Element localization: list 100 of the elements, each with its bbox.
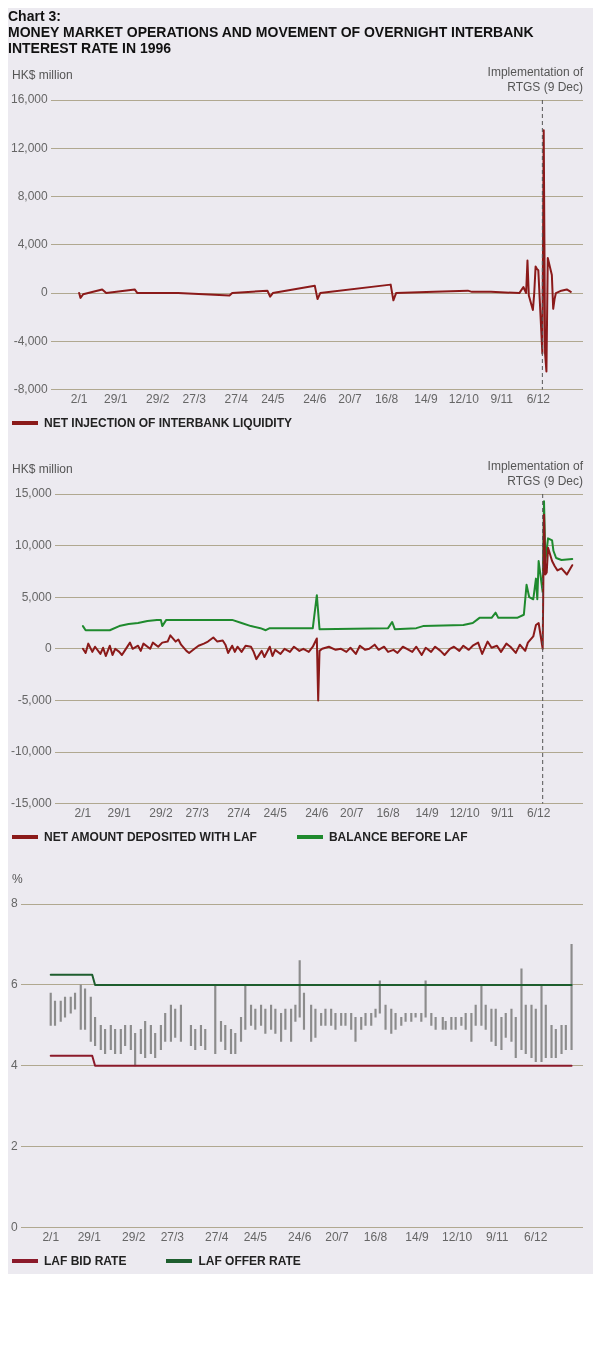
- x-tick-label: 27/3: [160, 1230, 185, 1245]
- bar: [73, 992, 77, 1010]
- bar: [144, 1020, 147, 1059]
- y-tick-label: 6: [10, 977, 18, 992]
- y-axis-title: HK$ million: [12, 68, 73, 83]
- bar: [159, 1025, 162, 1050]
- x-tick-label: 27/4: [224, 392, 249, 407]
- bar: [454, 1016, 457, 1030]
- bar: [89, 996, 92, 1042]
- chart-title: Chart 3:: [8, 8, 62, 24]
- bar: [500, 1016, 503, 1050]
- bar: [370, 1012, 373, 1026]
- x-tick-label: 29/2: [146, 392, 170, 407]
- bar: [400, 1016, 403, 1026]
- bar: [63, 996, 67, 1018]
- y-tick-label: 10,000: [15, 537, 53, 552]
- y-axis-title: HK$ million: [12, 462, 73, 477]
- y-tick-label: 4: [10, 1058, 18, 1073]
- bar: [104, 1029, 107, 1054]
- bar: [114, 1029, 117, 1054]
- bar: [194, 1029, 197, 1050]
- x-tick-label: 27/3: [185, 806, 210, 821]
- bar: [460, 1016, 463, 1026]
- x-tick-label: 14/9: [415, 806, 440, 821]
- bar: [314, 1008, 317, 1038]
- legend-label: NET INJECTION OF INTERBANK LIQUIDITY: [44, 416, 293, 430]
- bar: [480, 984, 483, 1026]
- y-tick-label: 5,000: [21, 589, 53, 604]
- x-tick-label: 29/1: [104, 392, 128, 407]
- x-tick-label: 24/6: [305, 806, 329, 821]
- x-tick-label: 6/12: [524, 1230, 548, 1245]
- legend-label: BALANCE BEFORE LAF: [328, 830, 468, 844]
- y-axis-title: %: [12, 872, 23, 887]
- bar: [544, 1004, 547, 1059]
- bar: [530, 1004, 533, 1059]
- bar: [524, 1004, 527, 1054]
- bar: [154, 1033, 157, 1059]
- bar: [330, 1008, 333, 1026]
- y-tick-label: 15,000: [15, 486, 53, 501]
- bar: [554, 1029, 557, 1059]
- y-tick-label: -5,000: [17, 692, 53, 707]
- bar: [410, 1012, 413, 1022]
- bar: [280, 1012, 283, 1042]
- legend-label: LAF OFFER RATE: [198, 1254, 301, 1268]
- bar: [444, 1020, 447, 1030]
- ref-line-label: Implementation of RTGS (9 Dec): [487, 65, 584, 95]
- x-tick-label: 12/10: [442, 1230, 473, 1245]
- x-tick-label: 9/11: [490, 392, 514, 407]
- x-tick-label: 12/10: [449, 806, 481, 821]
- bar: [219, 1020, 223, 1042]
- bar: [199, 1025, 203, 1046]
- x-tick-label: 20/7: [325, 1230, 349, 1245]
- bar: [474, 1004, 477, 1026]
- x-tick-label: 24/5: [263, 806, 288, 821]
- bar: [59, 1000, 62, 1022]
- bar: [164, 1012, 167, 1042]
- bar: [350, 1012, 353, 1030]
- bar: [274, 1008, 277, 1034]
- bar: [294, 1004, 297, 1022]
- bar: [83, 988, 87, 1030]
- bar: [53, 1000, 57, 1026]
- bar: [334, 1012, 337, 1030]
- bar: [204, 1029, 207, 1050]
- x-tick-label: 12/10: [448, 392, 480, 407]
- bar: [364, 1012, 367, 1026]
- y-tick-label: 2: [10, 1139, 18, 1154]
- bar: [79, 984, 82, 1030]
- bar: [504, 1012, 507, 1038]
- bar: [254, 1008, 257, 1030]
- bar: [390, 1008, 393, 1034]
- bar: [134, 1033, 137, 1067]
- bar: [354, 1016, 357, 1042]
- x-tick-label: 14/9: [414, 392, 438, 407]
- bar: [149, 1025, 152, 1054]
- bar: [564, 1025, 567, 1050]
- x-tick-label: 2/1: [74, 806, 92, 821]
- y-tick-label: 16,000: [11, 92, 49, 107]
- bar: [540, 984, 543, 1063]
- bar: [290, 1008, 293, 1042]
- bar: [124, 1025, 127, 1046]
- bar: [249, 1004, 253, 1026]
- bar: [360, 1016, 363, 1030]
- legend-label: LAF BID RATE: [44, 1254, 127, 1268]
- bar: [404, 1012, 407, 1022]
- x-tick-label: 16/8: [376, 806, 401, 821]
- bar: [494, 1008, 497, 1046]
- bar: [420, 1012, 423, 1022]
- bar: [310, 1004, 313, 1042]
- bar: [139, 1029, 142, 1054]
- bar: [534, 1008, 537, 1063]
- bar: [239, 1016, 243, 1042]
- bar: [69, 996, 72, 1014]
- x-tick-label: 20/7: [338, 392, 363, 407]
- bar: [119, 1029, 122, 1054]
- bar: [99, 1025, 102, 1050]
- bar: [434, 1016, 437, 1030]
- x-tick-label: 2/1: [42, 1230, 60, 1245]
- y-tick-label: -4,000: [13, 333, 49, 348]
- bar: [298, 960, 301, 1018]
- bar: [324, 1008, 327, 1026]
